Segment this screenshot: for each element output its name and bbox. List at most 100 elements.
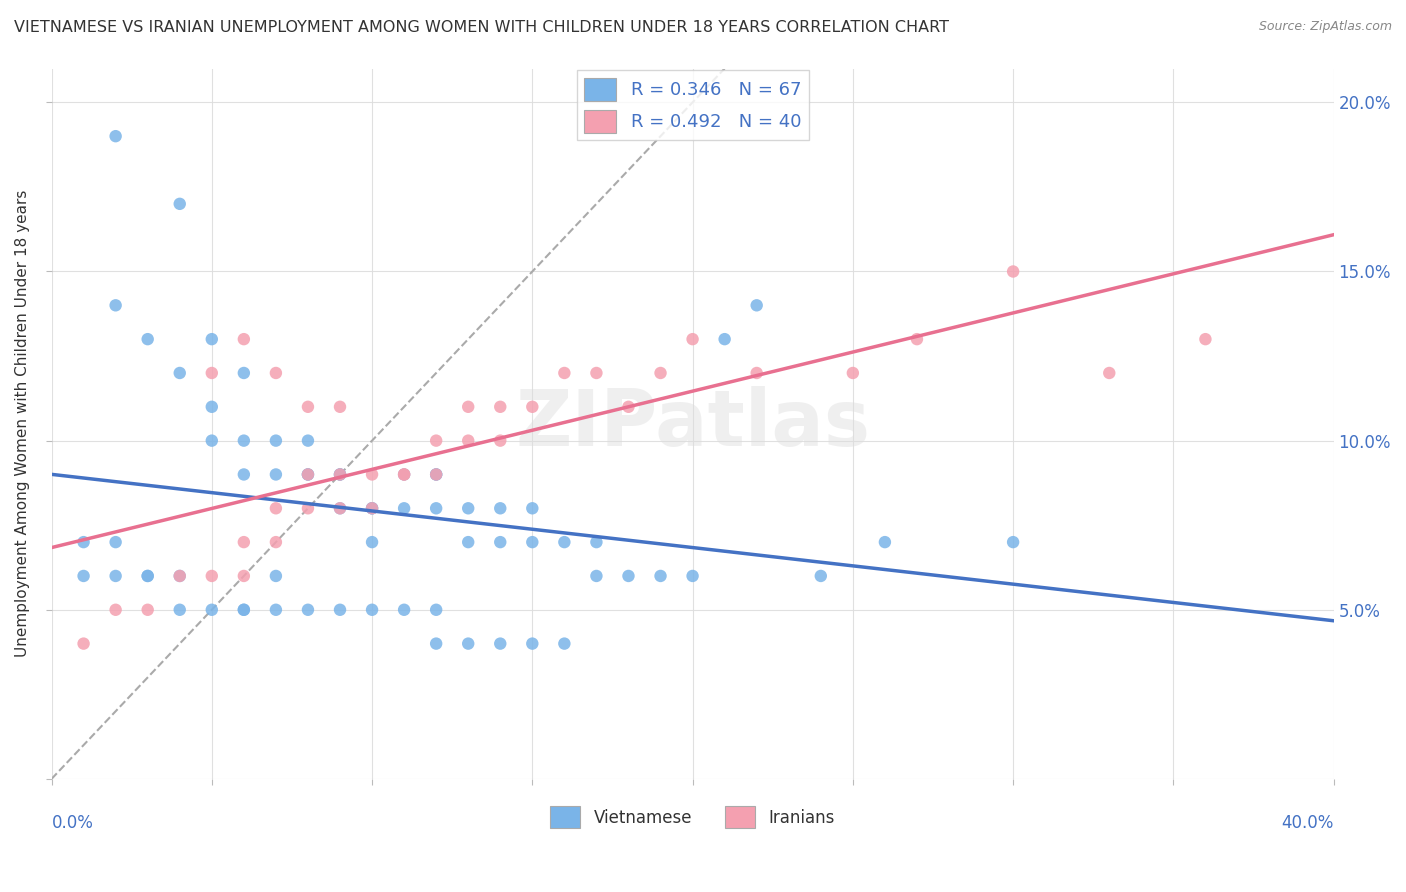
Point xyxy=(72,637,94,651)
Point xyxy=(585,569,607,583)
Point xyxy=(361,535,384,549)
Point xyxy=(264,569,287,583)
Point xyxy=(361,501,384,516)
Point xyxy=(297,501,319,516)
Point xyxy=(264,434,287,448)
Point xyxy=(297,467,319,482)
Point xyxy=(232,603,254,617)
Point xyxy=(201,400,224,414)
Point xyxy=(810,569,832,583)
Point xyxy=(842,366,865,380)
Point xyxy=(682,569,704,583)
Text: ZIPatlas: ZIPatlas xyxy=(515,385,870,462)
Point xyxy=(489,535,512,549)
Point xyxy=(201,434,224,448)
Y-axis label: Unemployment Among Women with Children Under 18 years: Unemployment Among Women with Children U… xyxy=(15,190,30,657)
Point xyxy=(522,637,544,651)
Point xyxy=(745,298,768,312)
Point xyxy=(745,366,768,380)
Point xyxy=(104,603,127,617)
Point xyxy=(392,603,415,617)
Point xyxy=(104,298,127,312)
Point xyxy=(425,467,447,482)
Point xyxy=(425,434,447,448)
Point xyxy=(264,501,287,516)
Point xyxy=(201,603,224,617)
Point xyxy=(425,637,447,651)
Point xyxy=(201,332,224,346)
Text: Source: ZipAtlas.com: Source: ZipAtlas.com xyxy=(1258,20,1392,33)
Point xyxy=(553,637,575,651)
Point xyxy=(585,535,607,549)
Point xyxy=(264,366,287,380)
Point xyxy=(232,366,254,380)
Point xyxy=(873,535,896,549)
Point xyxy=(169,603,191,617)
Point xyxy=(1098,366,1121,380)
Text: VIETNAMESE VS IRANIAN UNEMPLOYMENT AMONG WOMEN WITH CHILDREN UNDER 18 YEARS CORR: VIETNAMESE VS IRANIAN UNEMPLOYMENT AMONG… xyxy=(14,20,949,35)
Point xyxy=(104,129,127,144)
Point xyxy=(361,603,384,617)
Point xyxy=(72,569,94,583)
Point xyxy=(650,366,672,380)
Point xyxy=(232,467,254,482)
Point xyxy=(361,467,384,482)
Point xyxy=(1002,264,1025,278)
Point xyxy=(232,603,254,617)
Point xyxy=(329,467,352,482)
Text: 0.0%: 0.0% xyxy=(52,814,93,831)
Point xyxy=(585,366,607,380)
Point xyxy=(104,535,127,549)
Point xyxy=(297,400,319,414)
Point xyxy=(489,434,512,448)
Point xyxy=(264,603,287,617)
Point xyxy=(1194,332,1216,346)
Point xyxy=(617,400,640,414)
Point xyxy=(232,332,254,346)
Point xyxy=(522,535,544,549)
Point xyxy=(392,501,415,516)
Point xyxy=(264,467,287,482)
Point xyxy=(72,535,94,549)
Point xyxy=(329,467,352,482)
Point xyxy=(329,603,352,617)
Point xyxy=(136,569,159,583)
Point xyxy=(650,569,672,583)
Point xyxy=(522,400,544,414)
Point xyxy=(425,467,447,482)
Point xyxy=(329,501,352,516)
Point xyxy=(361,501,384,516)
Point xyxy=(713,332,735,346)
Point xyxy=(104,569,127,583)
Point xyxy=(457,637,479,651)
Point xyxy=(169,366,191,380)
Point xyxy=(617,569,640,583)
Point xyxy=(297,467,319,482)
Point xyxy=(425,467,447,482)
Point xyxy=(136,569,159,583)
Point xyxy=(522,501,544,516)
Point xyxy=(489,501,512,516)
Point xyxy=(425,501,447,516)
Point xyxy=(136,603,159,617)
Point xyxy=(232,569,254,583)
Point xyxy=(489,637,512,651)
Point xyxy=(297,467,319,482)
Point xyxy=(489,400,512,414)
Point xyxy=(392,467,415,482)
Point xyxy=(553,535,575,549)
Point xyxy=(169,569,191,583)
Point xyxy=(201,569,224,583)
Point xyxy=(329,400,352,414)
Point xyxy=(169,569,191,583)
Point xyxy=(457,535,479,549)
Point xyxy=(392,467,415,482)
Point xyxy=(232,535,254,549)
Point xyxy=(361,501,384,516)
Point xyxy=(136,332,159,346)
Point xyxy=(425,603,447,617)
Point xyxy=(905,332,928,346)
Point xyxy=(169,197,191,211)
Point xyxy=(329,501,352,516)
Point xyxy=(201,366,224,380)
